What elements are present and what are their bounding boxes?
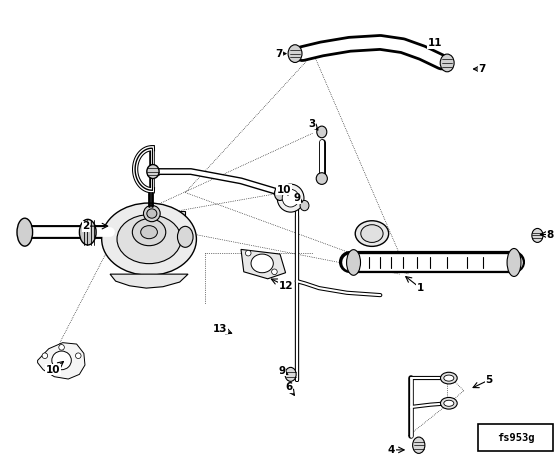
Ellipse shape — [117, 215, 181, 264]
Ellipse shape — [532, 228, 543, 242]
Ellipse shape — [300, 200, 309, 211]
Ellipse shape — [59, 345, 64, 350]
Ellipse shape — [441, 372, 457, 384]
Text: 2: 2 — [82, 221, 90, 231]
Text: 12: 12 — [278, 281, 293, 291]
Ellipse shape — [102, 203, 197, 275]
Ellipse shape — [440, 54, 454, 72]
Polygon shape — [241, 250, 286, 279]
Text: 13: 13 — [213, 324, 227, 333]
Text: 5: 5 — [486, 375, 493, 385]
Ellipse shape — [251, 254, 273, 273]
Ellipse shape — [42, 353, 48, 358]
Ellipse shape — [507, 249, 521, 276]
Ellipse shape — [274, 187, 286, 200]
Text: 1: 1 — [417, 283, 424, 293]
Ellipse shape — [413, 437, 425, 454]
Ellipse shape — [143, 205, 160, 222]
Text: 9: 9 — [293, 193, 300, 203]
Text: 8: 8 — [547, 229, 554, 240]
Ellipse shape — [147, 165, 159, 179]
Ellipse shape — [285, 367, 296, 381]
Polygon shape — [110, 274, 188, 288]
Text: 11: 11 — [428, 38, 442, 48]
Ellipse shape — [76, 353, 81, 358]
Text: 10: 10 — [46, 365, 60, 375]
Text: 9: 9 — [278, 366, 285, 376]
Ellipse shape — [316, 173, 328, 184]
FancyBboxPatch shape — [478, 424, 553, 451]
Ellipse shape — [80, 219, 96, 245]
Ellipse shape — [288, 45, 302, 62]
Ellipse shape — [17, 218, 32, 246]
Text: 4: 4 — [388, 445, 395, 455]
Ellipse shape — [52, 351, 71, 370]
Ellipse shape — [282, 189, 299, 207]
Ellipse shape — [272, 269, 277, 274]
Polygon shape — [121, 211, 185, 220]
Text: 7: 7 — [275, 49, 283, 59]
Ellipse shape — [141, 226, 157, 239]
Text: 7: 7 — [478, 64, 486, 74]
Text: 6: 6 — [285, 382, 292, 393]
Text: 3: 3 — [308, 119, 315, 129]
Ellipse shape — [441, 397, 457, 409]
Text: fs953g: fs953g — [497, 432, 534, 443]
Ellipse shape — [277, 184, 304, 212]
Ellipse shape — [444, 400, 454, 406]
Ellipse shape — [444, 375, 454, 381]
Ellipse shape — [132, 219, 166, 246]
Polygon shape — [38, 343, 85, 379]
Ellipse shape — [245, 250, 251, 256]
Ellipse shape — [361, 225, 383, 242]
Ellipse shape — [317, 126, 327, 138]
Ellipse shape — [147, 209, 157, 218]
Text: 10: 10 — [277, 185, 291, 195]
Ellipse shape — [347, 250, 361, 275]
Ellipse shape — [178, 227, 193, 247]
Ellipse shape — [355, 221, 389, 246]
